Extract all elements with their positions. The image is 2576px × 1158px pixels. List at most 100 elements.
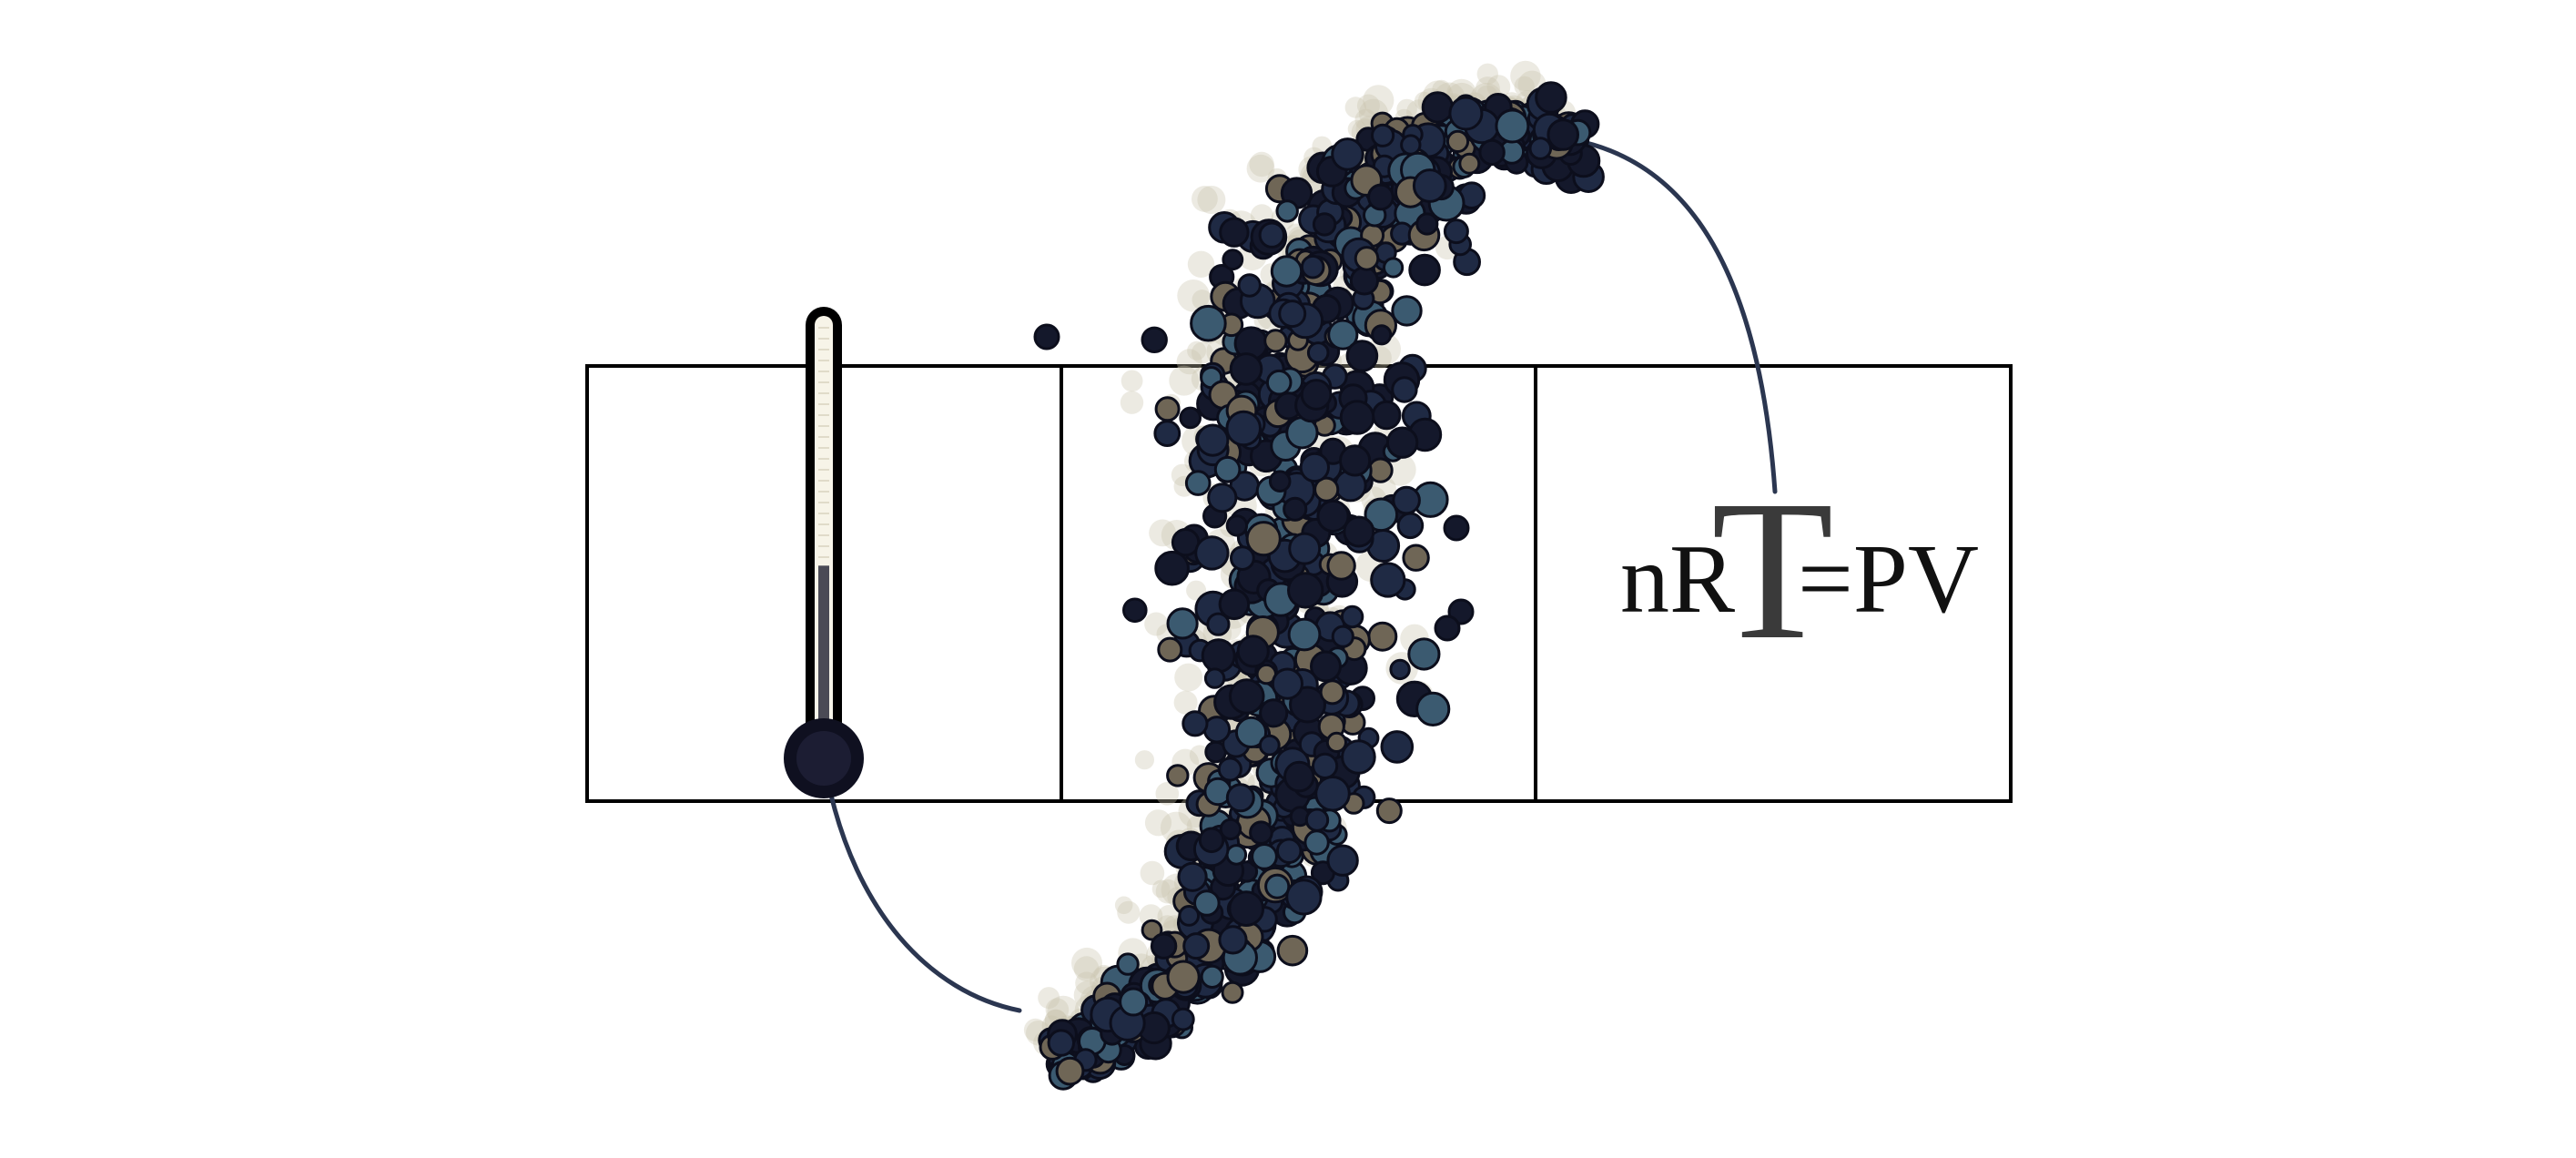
- gas-particle: [1300, 254, 1325, 279]
- particle-trail: [1038, 987, 1060, 1010]
- gas-particle: [1153, 420, 1182, 448]
- particle-trail: [1249, 151, 1274, 178]
- gas-particle: [1258, 734, 1281, 757]
- particle-trail: [1121, 370, 1143, 392]
- gas-particle: [1166, 960, 1201, 994]
- particle-trail: [1114, 896, 1133, 915]
- gas-particle: [1202, 716, 1232, 744]
- gas-particle: [1218, 588, 1251, 621]
- particle-trail: [1149, 519, 1176, 547]
- gas-particle: [1154, 396, 1181, 422]
- gas-particle: [1234, 716, 1268, 749]
- gas-particle: [1306, 341, 1330, 364]
- gas-particle: [1300, 379, 1333, 411]
- particle-trail: [1117, 900, 1141, 924]
- gas-particle: [1371, 400, 1402, 431]
- gas-particle: [1193, 889, 1221, 917]
- gas-particle: [1443, 218, 1469, 245]
- gas-particle: [1194, 535, 1230, 571]
- gas-particle: [1179, 406, 1202, 430]
- gas-particle: [1391, 295, 1423, 327]
- particle-trail: [1191, 341, 1213, 364]
- gas-particle: [1229, 352, 1263, 386]
- gas-particle: [1203, 667, 1226, 689]
- gas-particle: [1285, 879, 1323, 916]
- gas-particle: [1154, 550, 1190, 586]
- gas-particle: [1237, 273, 1262, 298]
- gas-particle: [1264, 873, 1291, 899]
- gas-particle: [1415, 212, 1439, 236]
- gas-particle: [1166, 764, 1190, 787]
- gas-particle: [1184, 470, 1212, 496]
- panel-right: [1534, 364, 2013, 803]
- gas-particle: [1316, 499, 1350, 533]
- gas-particle: [1263, 329, 1288, 353]
- thermometer-bulb-highlight: [796, 731, 851, 786]
- particle-trail: [1073, 956, 1100, 981]
- gas-particle: [1331, 625, 1354, 648]
- gas-particle: [1177, 861, 1208, 892]
- gas-particle: [1196, 423, 1230, 457]
- thermometer-level: [818, 565, 829, 747]
- gas-particle: [1310, 650, 1342, 683]
- gas-particle: [1408, 253, 1441, 287]
- gas-particle: [1283, 760, 1315, 793]
- gas-particle: [1383, 257, 1405, 279]
- gas-particle: [1275, 838, 1303, 865]
- particle-trail: [1075, 971, 1099, 995]
- gas-particle: [1225, 514, 1249, 537]
- gas-particle: [1251, 843, 1278, 870]
- gas-particle: [1304, 808, 1330, 832]
- gas-particle: [1283, 496, 1308, 522]
- particle-trail: [1356, 94, 1380, 117]
- gas-particle: [1116, 952, 1140, 976]
- gas-particle: [1182, 710, 1209, 737]
- particle-trail: [1187, 340, 1207, 361]
- lower-flow-curve: [826, 780, 1022, 1013]
- gas-particle-cloud: [1033, 81, 1605, 1091]
- particle-trail: [1189, 745, 1210, 766]
- gas-particle: [1445, 129, 1470, 153]
- gas-particle: [1182, 932, 1211, 960]
- gas-particle: [1268, 470, 1292, 493]
- equation-left: nR: [1620, 525, 1735, 634]
- particle-trail: [1071, 947, 1102, 979]
- gas-particle: [1434, 615, 1461, 642]
- gas-particle: [1198, 827, 1225, 854]
- upper-flow-curve: [1545, 134, 1778, 494]
- gas-particle: [1415, 691, 1451, 727]
- gas-particle: [1222, 249, 1244, 271]
- gas-particle: [1528, 137, 1553, 160]
- gas-particle: [1228, 678, 1265, 715]
- particle-trail: [1192, 186, 1218, 212]
- gas-particle: [1407, 637, 1441, 671]
- gas-particle: [1289, 686, 1326, 724]
- gas-particle: [1157, 636, 1183, 663]
- gas-particle: [1421, 91, 1455, 124]
- gas-particle: [1547, 118, 1579, 151]
- gas-particle: [1225, 410, 1262, 447]
- gas-particle: [1339, 400, 1375, 435]
- flow-curves: [826, 134, 1778, 1013]
- particle-trail: [1187, 250, 1215, 278]
- gas-particle: [1236, 635, 1270, 668]
- gas-particle: [1219, 217, 1250, 248]
- gas-particle: [1349, 266, 1380, 296]
- particle-trail: [1197, 186, 1226, 214]
- gas-particle: [1412, 168, 1447, 203]
- gas-particle: [1339, 444, 1372, 477]
- particle-trail: [1514, 76, 1535, 97]
- gas-particle: [1141, 919, 1163, 941]
- ideal-gas-equation: nR T =PV: [1620, 459, 1979, 681]
- gas-particle: [1385, 426, 1419, 459]
- gas-particle: [1287, 617, 1322, 652]
- gas-particle: [1278, 300, 1307, 329]
- gas-particle: [1400, 134, 1422, 156]
- equation-right: =PV: [1798, 525, 1979, 634]
- particle-trail: [1246, 154, 1275, 183]
- gas-particle: [1392, 485, 1421, 515]
- gas-particle: [1303, 829, 1330, 856]
- particle-trail: [1476, 63, 1499, 86]
- gas-particle: [1367, 621, 1398, 652]
